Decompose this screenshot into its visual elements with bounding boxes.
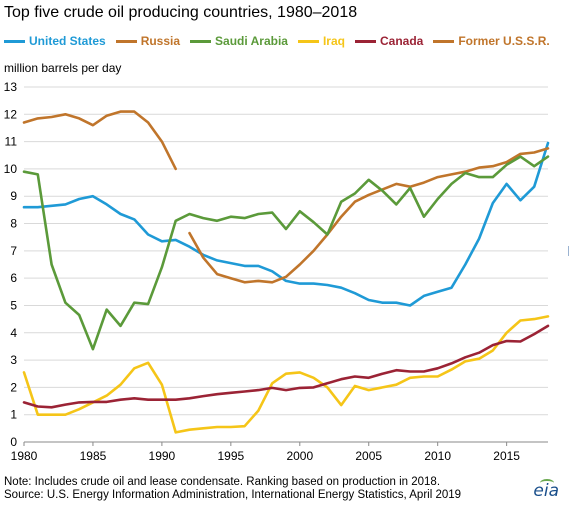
series-line	[22, 315, 550, 434]
series-line	[22, 324, 550, 409]
legend-swatch	[4, 39, 25, 43]
source-text: Source: U.S. Energy Information Administ…	[4, 489, 462, 501]
x-tick-label: 2005	[355, 449, 382, 463]
legend-swatch	[354, 39, 376, 43]
y-tick-label: 6	[10, 271, 17, 285]
series-line	[188, 147, 550, 284]
legend: United States Russia Saudi Arabia Iraq Canad…	[4, 34, 560, 48]
x-tick-label: 1995	[217, 449, 244, 463]
logo-text: eia	[533, 481, 559, 501]
legend-swatch	[190, 39, 212, 43]
note-text: Note: Includes crude oil and lease conde…	[4, 476, 441, 488]
x-tick-label: 2015	[493, 449, 520, 463]
x-tick-label: 1990	[149, 449, 176, 463]
y-tick-label: 12	[4, 107, 18, 121]
y-tick-label: 8	[10, 217, 17, 231]
x-tick-label: 1985	[80, 449, 107, 463]
legend-swatch	[297, 39, 319, 43]
y-tick-label: 10	[4, 162, 18, 176]
y-tick-label: 0	[10, 435, 17, 449]
x-tick-label: 2000	[286, 449, 313, 463]
legend-label: Iraq	[322, 34, 345, 48]
legend-item: Former U.S.S.R.	[433, 34, 550, 48]
x-tick-label: 1980	[11, 449, 38, 463]
chart-title: Top five crude oil producing countries, …	[4, 4, 358, 21]
footnote: Note: Includes crude oil and lease conde…	[4, 476, 461, 502]
legend-label: Saudi Arabia	[215, 34, 288, 48]
legend-item: Iraq	[297, 34, 345, 48]
series-line	[22, 110, 177, 171]
legend-swatch	[115, 39, 137, 43]
legend-label: Canada	[379, 34, 424, 48]
y-axis-unit-label: million barrels per day	[4, 61, 122, 75]
y-tick-label: 9	[10, 189, 17, 203]
y-tick-label: 1	[10, 408, 17, 422]
legend-item: Russia	[115, 34, 181, 48]
y-tick-label: 5	[10, 298, 17, 312]
y-tick-label: 7	[10, 244, 17, 258]
x-tick-label: 2010	[424, 449, 451, 463]
legend-item: United States	[4, 34, 106, 48]
legend-label: United States	[29, 34, 106, 48]
legend-item: Saudi Arabia	[190, 34, 288, 48]
y-tick-label: 13	[4, 80, 18, 94]
series-line	[22, 141, 550, 307]
eia-logo: eia	[533, 479, 559, 501]
legend-swatch	[433, 39, 455, 43]
y-tick-label: 3	[10, 353, 17, 367]
legend-label: Former U.S.S.R.	[458, 34, 550, 48]
y-tick-label: 2	[10, 380, 17, 394]
series-line	[22, 155, 550, 351]
y-tick-label: 11	[5, 135, 18, 149]
logo-swoosh-icon	[540, 479, 555, 487]
legend-label: Russia	[140, 34, 181, 48]
side-handle	[564, 246, 569, 256]
legend-item: Canada	[354, 34, 424, 48]
y-tick-label: 4	[10, 326, 17, 340]
